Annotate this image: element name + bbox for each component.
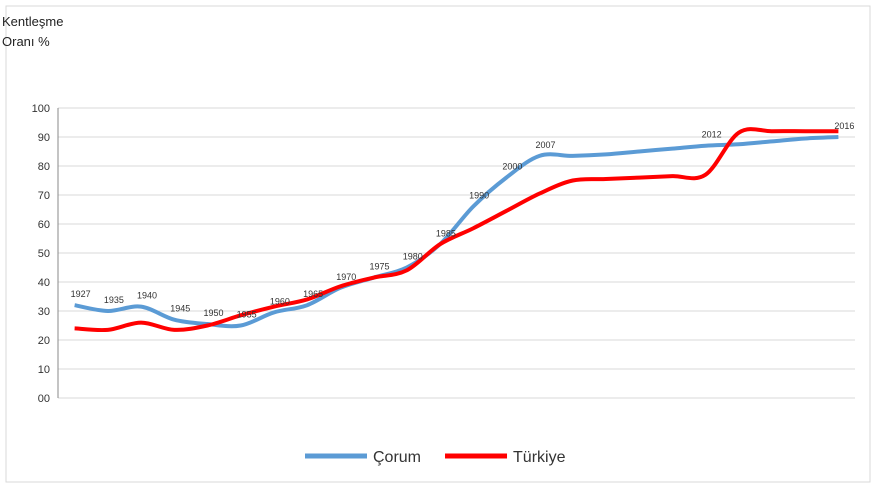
- point-label: 1927: [71, 289, 91, 299]
- point-label: 1950: [203, 308, 223, 318]
- point-label: 1970: [336, 272, 356, 282]
- y-tick-label: 30: [38, 306, 50, 318]
- y-axis-title: Kentleşme Oranı %: [2, 14, 64, 49]
- y-tick-label: 10: [38, 364, 50, 376]
- y-tick-label: 60: [38, 219, 50, 231]
- line-series: [74, 127, 839, 333]
- point-label: 2000: [502, 162, 522, 172]
- point-label: 1990: [469, 191, 489, 201]
- legend-label: Türkiye: [513, 449, 566, 466]
- point-label: 1965: [303, 289, 323, 299]
- y-tick-label: 00: [38, 393, 50, 405]
- point-label: 2012: [702, 130, 722, 140]
- point-label: 1940: [137, 291, 157, 301]
- y-tick-label: 20: [38, 335, 50, 347]
- legend-label: Çorum: [373, 449, 421, 466]
- chart-frame: [5, 5, 871, 483]
- y-tick-label: 50: [38, 248, 50, 260]
- point-label: 2016: [834, 121, 854, 131]
- point-label: 2007: [536, 140, 556, 150]
- line-series: [74, 135, 839, 329]
- y-tick-label: 100: [32, 103, 50, 115]
- y-tick-label: 40: [38, 277, 50, 289]
- point-label: 1975: [369, 262, 389, 272]
- point-label: 1985: [436, 228, 456, 238]
- y-tick-label: 80: [38, 161, 50, 173]
- y-tick-label: 70: [38, 190, 50, 202]
- point-label: 1945: [170, 304, 190, 314]
- y-tick-label: 90: [38, 132, 50, 144]
- point-label: 1960: [270, 296, 290, 306]
- point-label: 1935: [104, 295, 124, 305]
- point-label: 1980: [403, 252, 423, 262]
- point-label: 1955: [237, 310, 257, 320]
